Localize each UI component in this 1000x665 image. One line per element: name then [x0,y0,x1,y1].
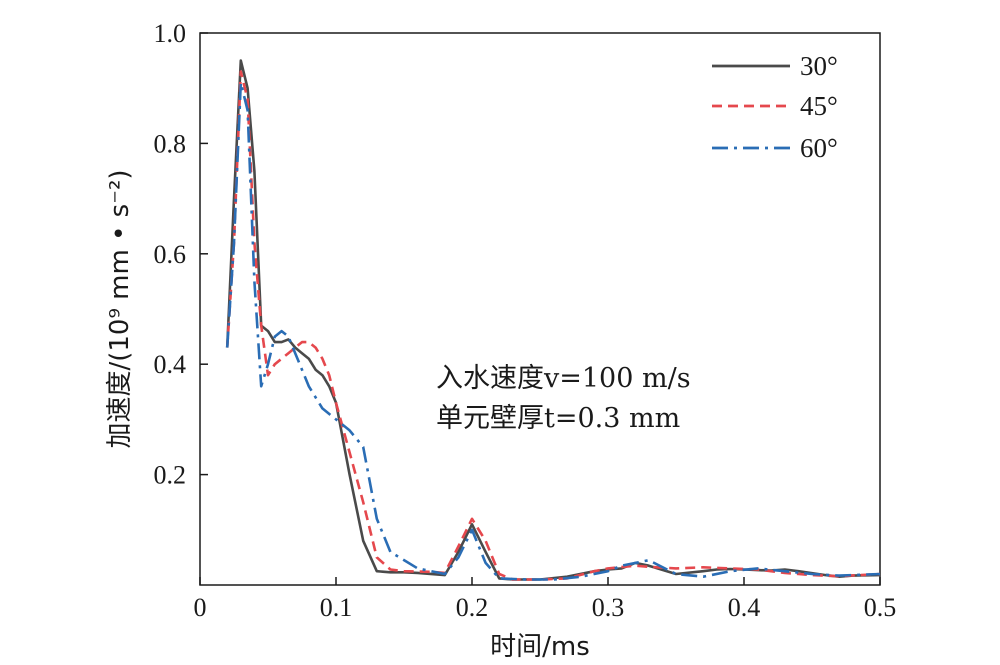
annotation-velocity: 入水速度v=100 m/s [436,363,691,394]
y-axis-title: 加速度/(10⁹ mm • s⁻²) [105,169,135,448]
annotation-thickness: 单元壁厚t=0.3 mm [436,403,680,434]
legend-label-45: 45° [800,91,838,121]
x-tick-label: 0 [194,593,207,622]
legend-label-30: 30° [800,51,838,81]
legend-label-60: 60° [800,133,838,163]
x-tick-label: 0.3 [592,593,625,622]
series-line-1 [225,70,881,581]
y-tick-label: 0.2 [154,461,187,490]
y-tick-group: 0.2 0.4 0.6 0.8 1.0 [154,19,208,490]
plot-frame [199,32,881,586]
x-tick-label: 0.1 [320,593,353,622]
legend: 30° 45° 60° [712,51,838,163]
y-tick-label: 0.4 [154,350,187,379]
y-tick-label: 1.0 [154,19,187,48]
x-tick-label: 0.5 [864,593,897,622]
x-tick-label: 0.4 [728,593,761,622]
y-tick-label: 0.6 [154,240,187,269]
y-tick-label: 0.8 [154,129,187,158]
series-line-2 [225,81,881,581]
series-line-0 [225,59,881,581]
series-lines [225,59,881,581]
x-tick-group: 0 0.1 0.2 0.3 0.4 0.5 [194,577,897,622]
x-axis-title: 时间/ms [490,632,590,662]
x-tick-label: 0.2 [456,593,489,622]
